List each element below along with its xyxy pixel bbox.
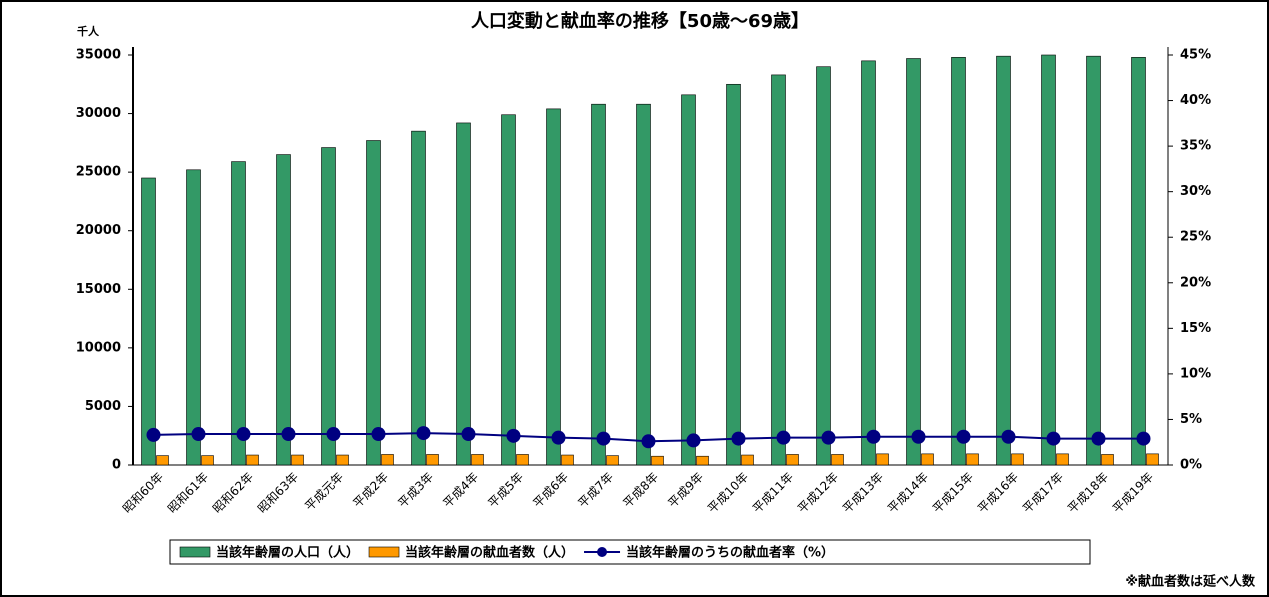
bar	[606, 455, 619, 466]
bar	[1086, 55, 1101, 466]
legend-box	[169, 539, 1091, 565]
bar	[1146, 453, 1159, 466]
y2-tick-label: 0%	[1180, 458, 1202, 473]
y2-tick-label: 45%	[1180, 48, 1211, 63]
bar	[321, 147, 336, 466]
bar	[156, 455, 169, 466]
bar	[906, 58, 921, 466]
bar	[876, 453, 889, 466]
bar	[996, 55, 1011, 466]
legend-label: 当該年齢層の人口（人）	[216, 545, 359, 561]
y2-tick-label: 35%	[1180, 139, 1211, 154]
bar	[456, 122, 471, 466]
marker	[371, 427, 386, 442]
marker	[1046, 431, 1061, 446]
bar	[651, 455, 664, 466]
marker	[236, 427, 251, 442]
y-tick-label: 15000	[76, 282, 121, 297]
bar	[741, 454, 754, 466]
bar	[561, 454, 574, 466]
marker	[731, 431, 746, 446]
bar	[951, 57, 966, 466]
bar	[591, 103, 606, 466]
bar	[186, 169, 201, 466]
bar	[831, 454, 844, 466]
chart-title: 人口変動と献血率の推移【50歳～69歳】	[471, 10, 809, 32]
bar	[231, 161, 246, 466]
bar	[1041, 54, 1056, 466]
bar	[501, 114, 516, 466]
bar	[921, 453, 934, 466]
legend-label: 当該年齢層の献血者数（人）	[405, 545, 574, 561]
bar	[1011, 453, 1024, 466]
marker	[1136, 431, 1151, 446]
bar	[516, 454, 529, 466]
y-tick-label: 5000	[85, 399, 121, 414]
marker	[326, 427, 341, 442]
y2-tick-label: 15%	[1180, 321, 1211, 336]
y2-tick-label: 25%	[1180, 230, 1211, 245]
y-tick-label: 35000	[76, 48, 121, 63]
bar	[366, 140, 381, 466]
marker	[461, 427, 476, 442]
marker	[911, 429, 926, 444]
bar	[471, 454, 484, 466]
legend-swatch	[368, 546, 400, 558]
marker	[1001, 429, 1016, 444]
marker	[281, 427, 296, 442]
bar	[726, 83, 741, 466]
bar	[681, 94, 696, 466]
marker	[821, 430, 836, 445]
legend-marker	[597, 547, 608, 557]
marker	[776, 430, 791, 445]
bar	[1056, 453, 1069, 466]
y-tick-label: 20000	[76, 223, 121, 238]
bar	[636, 103, 651, 466]
bar	[546, 108, 561, 466]
marker	[416, 426, 431, 441]
legend-swatch	[179, 546, 211, 558]
y-tick-label: 0	[112, 458, 121, 473]
bar	[1101, 454, 1114, 466]
bar	[336, 454, 349, 466]
marker	[506, 428, 521, 443]
y2-tick-label: 10%	[1180, 366, 1211, 381]
bar	[411, 130, 426, 466]
bar	[696, 455, 709, 466]
bar	[246, 454, 259, 466]
bar	[816, 66, 831, 466]
y2-tick-label: 5%	[1180, 412, 1202, 427]
legend-label: 当該年齢層のうちの献血者率（%）	[626, 545, 834, 561]
footnote: ※献血者数は延べ人数	[1125, 574, 1256, 590]
y-tick-label: 10000	[76, 340, 121, 355]
marker	[641, 434, 656, 449]
marker	[551, 430, 566, 445]
bar	[381, 454, 394, 466]
bar	[966, 453, 979, 466]
marker	[596, 431, 611, 446]
bar	[771, 74, 786, 466]
marker	[686, 433, 701, 448]
bar	[141, 177, 156, 466]
bar	[1131, 57, 1146, 466]
bar	[786, 454, 799, 466]
marker	[1091, 431, 1106, 446]
bar	[201, 455, 214, 466]
marker	[956, 429, 971, 444]
y2-tick-label: 20%	[1180, 275, 1211, 290]
marker	[146, 427, 161, 442]
marker	[866, 429, 881, 444]
y-tick-label: 30000	[76, 106, 121, 121]
bar	[291, 454, 304, 466]
y-axis-label: 千人	[77, 24, 100, 38]
bar	[426, 454, 439, 466]
bar	[276, 154, 291, 466]
y2-tick-label: 40%	[1180, 93, 1211, 108]
y2-tick-label: 30%	[1180, 184, 1211, 199]
bar	[861, 60, 876, 466]
y-tick-label: 25000	[76, 165, 121, 180]
marker	[191, 427, 206, 442]
